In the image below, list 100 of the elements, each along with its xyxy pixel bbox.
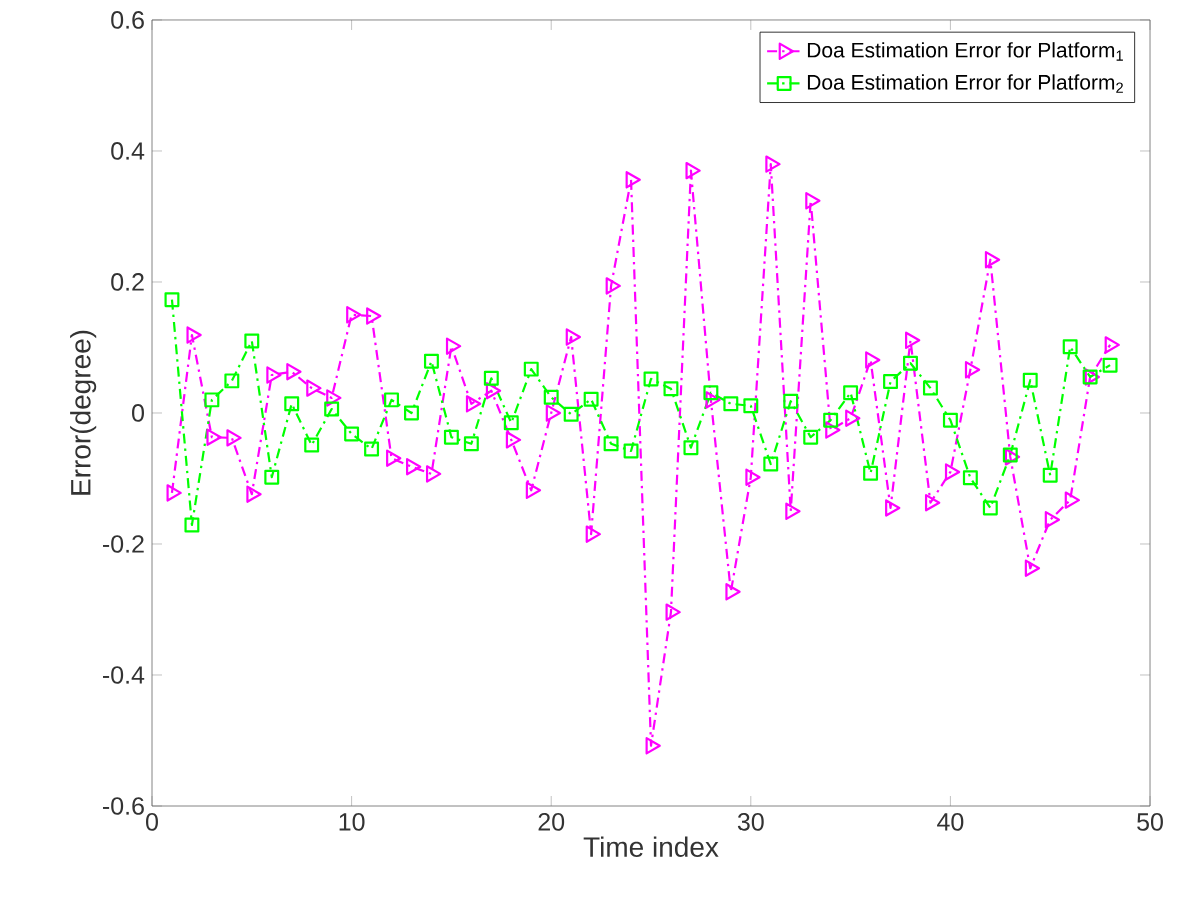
point xyxy=(603,436,619,452)
point xyxy=(166,484,182,502)
point xyxy=(386,449,402,467)
point xyxy=(425,465,442,483)
x-tick-label: 40 xyxy=(937,813,964,831)
point xyxy=(944,463,961,481)
point xyxy=(922,380,938,396)
point xyxy=(905,331,921,349)
point xyxy=(423,353,439,369)
point xyxy=(1022,372,1038,388)
point xyxy=(683,440,699,456)
point xyxy=(645,737,661,755)
point xyxy=(924,494,941,512)
x-tick-label: 0 xyxy=(146,813,158,831)
point xyxy=(523,361,539,377)
point xyxy=(643,371,659,387)
point xyxy=(443,429,459,445)
point xyxy=(184,517,200,533)
point xyxy=(545,404,562,422)
x-tick-label: 30 xyxy=(737,813,764,831)
point xyxy=(164,292,180,308)
point xyxy=(465,395,482,413)
point xyxy=(244,333,260,349)
point xyxy=(406,458,422,476)
y-axis-title: Error(degree) xyxy=(70,330,97,495)
point xyxy=(404,405,419,421)
point xyxy=(723,396,739,412)
point xyxy=(306,379,322,397)
point xyxy=(324,401,340,417)
point xyxy=(286,363,302,381)
point xyxy=(1042,467,1058,483)
point xyxy=(204,392,220,408)
x-tick-label: 10 xyxy=(339,813,365,831)
point xyxy=(763,456,779,472)
y-tick-label: 0.4 xyxy=(111,142,145,160)
point xyxy=(543,389,559,405)
point xyxy=(885,499,901,517)
point xyxy=(1102,357,1118,373)
point xyxy=(962,470,978,486)
point xyxy=(585,525,601,543)
point xyxy=(625,171,641,189)
x-axis-title: Time index xyxy=(583,836,719,857)
point xyxy=(765,155,781,173)
point xyxy=(483,370,499,386)
point xyxy=(326,389,342,407)
point xyxy=(1044,511,1061,529)
point xyxy=(623,443,639,459)
point xyxy=(843,385,859,401)
point xyxy=(845,409,861,427)
point xyxy=(503,415,519,431)
point xyxy=(186,326,202,344)
point xyxy=(803,429,819,445)
point xyxy=(783,393,799,409)
point xyxy=(346,306,362,324)
y-tick-label: -0.4 xyxy=(103,666,145,684)
y-tick-label: 0.6 xyxy=(111,11,144,29)
legend-label: Doa Estimation Error for Platform$_{2}$ xyxy=(807,74,1123,93)
x-tick-label: 50 xyxy=(1137,813,1163,831)
point xyxy=(805,192,821,210)
point xyxy=(264,469,280,485)
point xyxy=(663,381,679,397)
point xyxy=(1104,336,1120,354)
legend-label: Doa Estimation Error for Platform$_{1}$ xyxy=(807,42,1123,61)
point xyxy=(685,161,701,180)
y-tick-label: 0.2 xyxy=(111,273,144,291)
y-tick-label: -0.6 xyxy=(103,797,144,815)
point xyxy=(344,426,360,442)
point xyxy=(445,337,462,355)
point xyxy=(665,603,681,621)
point xyxy=(1062,339,1078,355)
point xyxy=(883,374,899,390)
point xyxy=(366,307,382,325)
point xyxy=(463,436,479,452)
point xyxy=(266,366,282,384)
point xyxy=(942,412,958,428)
x-tick-label: 20 xyxy=(538,813,565,831)
point xyxy=(825,421,841,439)
point xyxy=(823,412,839,428)
point xyxy=(583,391,599,407)
point xyxy=(865,351,881,369)
point xyxy=(565,328,582,346)
point xyxy=(863,465,879,481)
point xyxy=(304,437,320,453)
point xyxy=(505,431,522,449)
point xyxy=(226,429,242,447)
point xyxy=(1064,491,1081,509)
point xyxy=(743,398,759,414)
point xyxy=(1024,559,1041,577)
point xyxy=(206,428,222,446)
point xyxy=(284,396,300,412)
point xyxy=(525,481,542,499)
point xyxy=(224,373,240,389)
point xyxy=(982,500,998,516)
point xyxy=(384,392,399,408)
point xyxy=(984,251,1001,269)
point xyxy=(563,406,579,422)
point xyxy=(246,485,262,503)
point xyxy=(785,502,801,520)
point xyxy=(745,468,761,486)
point xyxy=(964,361,981,379)
